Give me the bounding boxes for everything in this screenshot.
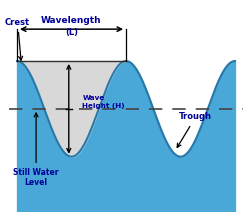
Text: Trough: Trough [177, 112, 212, 147]
Text: Crest: Crest [5, 18, 30, 60]
Text: Wavelength: Wavelength [41, 16, 102, 25]
Text: Still Water
Level: Still Water Level [13, 113, 59, 187]
Text: Wave
Height (H): Wave Height (H) [82, 95, 125, 109]
Text: (L): (L) [65, 28, 78, 37]
